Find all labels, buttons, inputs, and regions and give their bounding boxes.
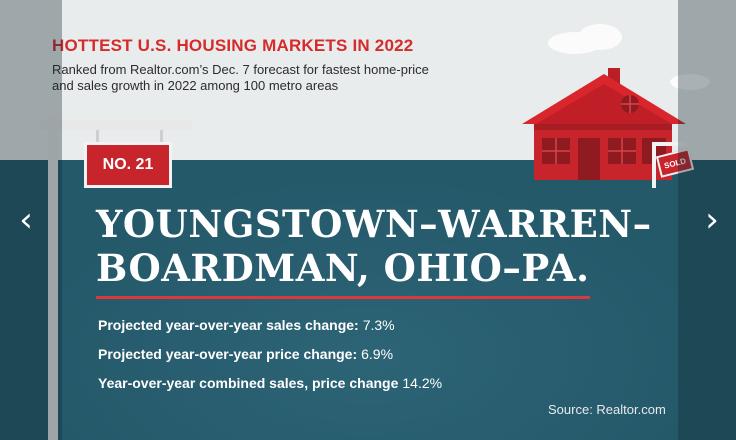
headline: HOTTEST U.S. HOUSING MARKETS IN 2022: [52, 36, 414, 55]
sign-post: [48, 116, 58, 440]
stat-combined-change: Year-over-year combined sales, price cha…: [98, 375, 442, 391]
stat-price-change: Projected year-over-year price change: 6.…: [98, 346, 393, 362]
chevron-right-icon: ›: [705, 200, 719, 240]
prev-slide-area[interactable]: [0, 0, 62, 440]
stat-value: 7.3%: [362, 317, 395, 333]
house-icon: [522, 68, 686, 188]
subheadline: Ranked from Realtor.com’s Dec. 7 forecas…: [52, 62, 429, 93]
stat-sales-change: Projected year-over-year sales change: 7.…: [98, 317, 395, 333]
source-credit: Source: Realtor.com: [548, 402, 666, 417]
sea-background: [0, 160, 736, 440]
stat-label: Year-over-year combined sales, price cha…: [98, 375, 399, 391]
stat-label: Projected year-over-year price change:: [98, 346, 358, 362]
next-slide-area[interactable]: [678, 0, 736, 440]
cloud-icon: [670, 74, 710, 90]
rank-sign: NO. 21: [84, 142, 172, 188]
stat-value: 6.9%: [361, 346, 394, 362]
title-divider: [96, 296, 590, 299]
cloud-icon: [578, 24, 622, 50]
prev-slide-button[interactable]: ‹: [8, 202, 44, 238]
next-slide-button[interactable]: ›: [694, 202, 730, 238]
market-name: YOUNGSTOWN–WARREN–BOARDMAN, OHIO–PA.: [96, 202, 652, 290]
sign-arm: [40, 120, 192, 130]
sign-hook: [96, 130, 99, 144]
stat-value: 14.2%: [402, 375, 443, 391]
stat-label: Projected year-over-year sales change:: [98, 317, 359, 333]
sign-hook: [160, 130, 163, 144]
rank-label: NO. 21: [102, 156, 154, 173]
chevron-left-icon: ‹: [19, 200, 33, 240]
